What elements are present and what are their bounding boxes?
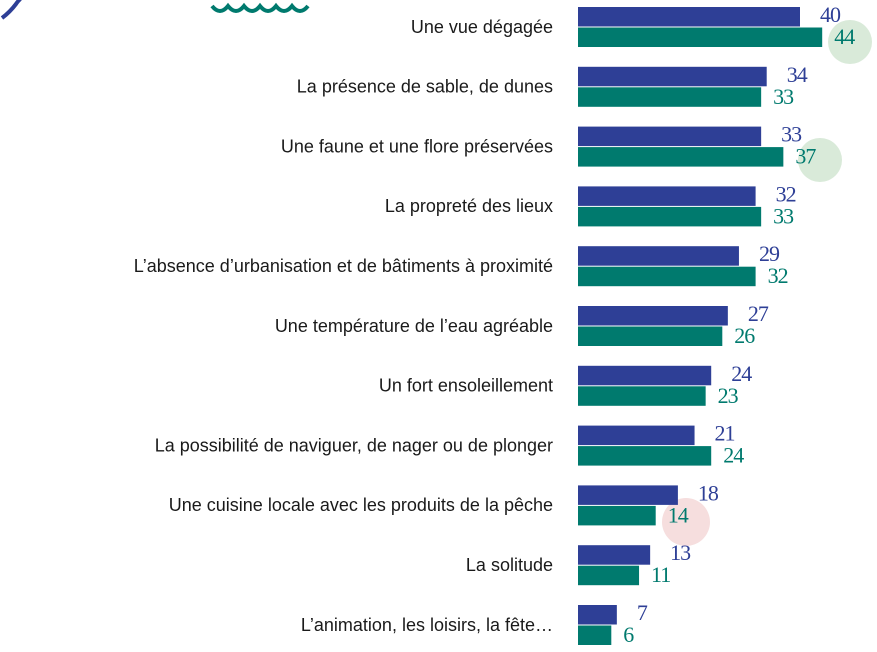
bar [578, 28, 822, 48]
value-label: 13 [670, 540, 691, 565]
chart: Une vue dégagée4044La présence de sable,… [0, 0, 877, 652]
category-label: Une température de l’eau agréable [275, 316, 553, 336]
bar [578, 566, 639, 586]
bar [578, 67, 767, 87]
value-label: 33 [773, 203, 794, 228]
bar [578, 87, 761, 107]
logo-fragment [2, 0, 22, 18]
bar [578, 506, 656, 526]
bar [578, 7, 800, 27]
value-label: 14 [668, 502, 689, 527]
value-label: 24 [723, 443, 744, 468]
value-label: 26 [734, 323, 755, 348]
value-label: 44 [834, 24, 855, 49]
bar [578, 605, 617, 625]
bar [578, 246, 739, 266]
value-label: 11 [651, 562, 670, 587]
value-label: 18 [698, 480, 719, 505]
bar [578, 426, 695, 446]
category-label: Une cuisine locale avec les produits de … [169, 495, 553, 515]
category-label: Une vue dégagée [411, 17, 553, 37]
category-label: Une faune et une flore préservées [281, 136, 553, 156]
category-label: La présence de sable, de dunes [297, 77, 553, 97]
value-label: 37 [795, 144, 816, 169]
category-label: La propreté des lieux [385, 196, 553, 216]
bar [578, 327, 722, 347]
value-label: 33 [773, 84, 794, 109]
bar [578, 127, 761, 147]
bar [578, 545, 650, 565]
bar [578, 306, 728, 326]
bar [578, 386, 706, 406]
bar [578, 446, 711, 466]
logo-wave [212, 6, 308, 11]
bar [578, 366, 711, 386]
bar [578, 207, 761, 227]
category-label: La solitude [466, 555, 553, 575]
category-label: L’absence d’urbanisation et de bâtiments… [134, 256, 553, 276]
value-label: 23 [718, 383, 739, 408]
bar [578, 186, 756, 206]
page: Une vue dégagée4044La présence de sable,… [0, 0, 877, 652]
bar [578, 147, 783, 167]
value-label: 6 [623, 622, 634, 647]
category-label: L’animation, les loisirs, la fête… [301, 615, 553, 635]
value-label: 32 [768, 263, 788, 288]
bar [578, 626, 611, 646]
bar [578, 267, 756, 287]
category-label: La possibilité de naviguer, de nager ou … [155, 435, 553, 455]
bar [578, 485, 678, 505]
category-label: Un fort ensoleillement [379, 376, 553, 396]
value-label: 7 [637, 600, 648, 625]
